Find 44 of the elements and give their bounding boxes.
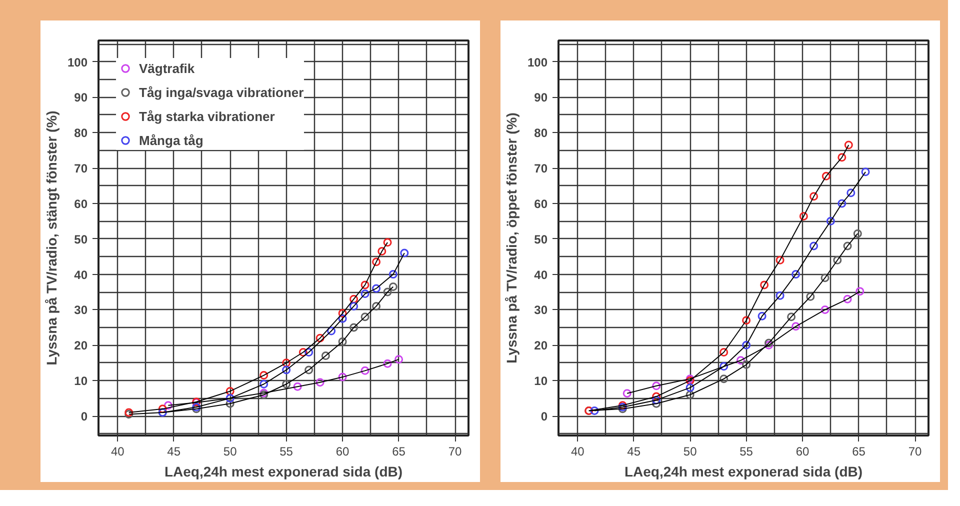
y-tick-label: 30 — [74, 303, 88, 318]
y-tick-label: 40 — [74, 268, 88, 282]
x-tick-label: 45 — [167, 444, 181, 458]
y-tick-label: 100 — [67, 55, 88, 70]
x-tick-label: 45 — [627, 444, 641, 458]
x-axis-title: LAeq,24h mest exponerad sida (dB) — [624, 464, 863, 480]
legend-label: Tåg starka vibrationer — [139, 108, 275, 124]
x-tick-label: 40 — [570, 444, 585, 458]
x-tick-label: 65 — [852, 444, 866, 458]
y-tick-label: 90 — [534, 90, 548, 105]
y-tick-label: 50 — [534, 232, 548, 246]
y-tick-label: 30 — [534, 303, 548, 318]
y-tick-label: 0 — [540, 410, 548, 424]
x-tick-label: 55 — [280, 444, 294, 458]
y-tick-label: 80 — [534, 126, 548, 140]
x-tick-label: 70 — [908, 444, 922, 458]
y-tick-label: 60 — [74, 196, 88, 211]
y-tick-label: 10 — [74, 374, 88, 388]
y-tick-label: 10 — [534, 374, 548, 388]
y-tick-label: 20 — [534, 338, 548, 353]
x-tick-label: 50 — [223, 444, 238, 458]
x-tick-label: 40 — [110, 444, 125, 458]
x-tick-label: 60 — [796, 444, 810, 458]
legend-label: Vägtrafik — [139, 60, 195, 76]
y-tick-label: 60 — [534, 196, 548, 211]
y-tick-label: 90 — [74, 90, 88, 105]
y-tick-label: 40 — [534, 268, 548, 282]
y-tick-label: 100 — [527, 55, 548, 70]
y-tick-label: 70 — [74, 162, 88, 176]
y-tick-label: 70 — [534, 162, 548, 176]
x-tick-label: 55 — [740, 444, 754, 458]
legend-label: Tåg inga/svaga vibrationer — [139, 84, 304, 100]
y-axis-title: Lyssna på TV/radio, öppet fönster (%) — [503, 112, 520, 364]
y-tick-label: 20 — [74, 338, 88, 353]
y-tick-label: 80 — [74, 126, 88, 140]
x-tick-label: 50 — [683, 444, 698, 458]
x-tick-label: 60 — [336, 444, 350, 458]
legend-label: Många tåg — [139, 132, 204, 148]
x-tick-label: 70 — [448, 444, 462, 458]
x-tick-label: 65 — [392, 444, 406, 458]
y-axis-title: Lyssna på TV/radio, stängt fönster (%) — [43, 110, 60, 366]
y-tick-label: 50 — [74, 232, 88, 246]
y-tick-label: 0 — [80, 410, 88, 424]
x-axis-title: LAeq,24h mest exponerad sida (dB) — [164, 464, 403, 480]
